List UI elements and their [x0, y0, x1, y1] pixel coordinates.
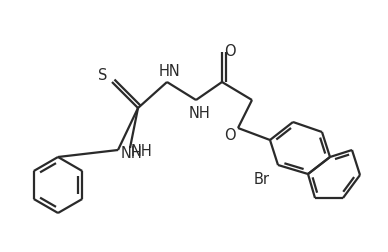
Text: Br: Br	[254, 172, 270, 186]
Text: NH: NH	[188, 106, 210, 120]
Text: NH: NH	[121, 146, 143, 162]
Text: O: O	[224, 129, 236, 143]
Text: NH: NH	[131, 144, 153, 160]
Text: O: O	[224, 44, 236, 58]
Text: S: S	[98, 68, 108, 82]
Text: HN: HN	[159, 65, 181, 79]
